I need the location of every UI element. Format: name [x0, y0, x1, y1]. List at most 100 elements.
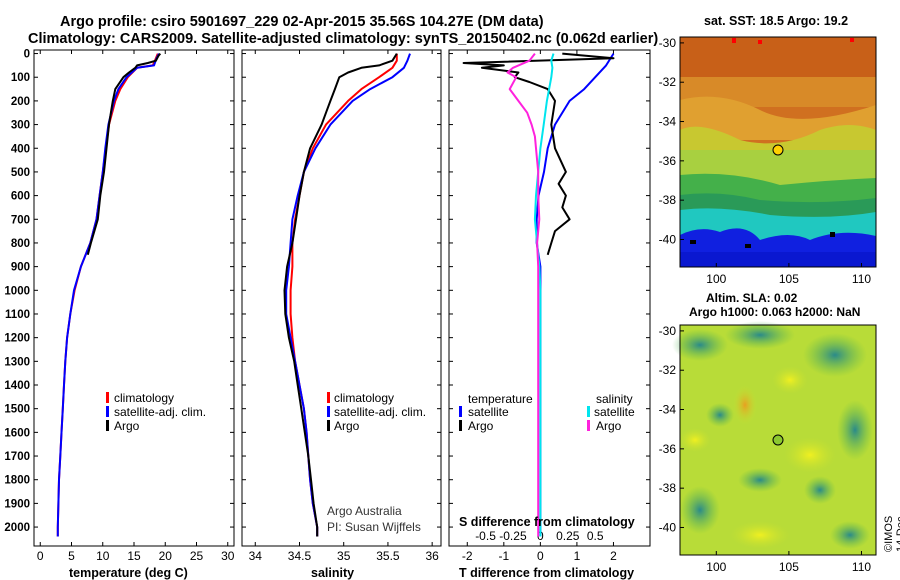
tdiff-line-argo — [462, 52, 615, 256]
sla-map-title-1: Altim. SLA: 0.02 — [706, 291, 798, 305]
sla-lon-tick-label: 100 — [706, 560, 726, 574]
legend-label-climatology: climatology — [334, 391, 394, 405]
legend-label-climatology: climatology — [114, 391, 174, 405]
salinity-legend: climatology satellite-adj. clim. Argo — [327, 391, 426, 433]
sla-lat-tick-label: -36 — [659, 442, 677, 456]
tdiff-line-satellite — [535, 53, 615, 537]
depth-tick-label: 1100 — [5, 309, 30, 321]
sst-lon-tick-label: 100 — [706, 272, 726, 286]
sla-lon-tick-label: 105 — [779, 560, 799, 574]
depth-tick-label: 1000 — [4, 285, 30, 297]
temperature-line-argo — [86, 52, 162, 256]
sst-map-title: sat. SST: 18.5 Argo: 19.2 — [704, 14, 848, 28]
temperature-tick-label: 20 — [159, 549, 173, 563]
depth-tick-label: 1900 — [4, 498, 30, 510]
salinity-line-satellite-adj-clim- — [285, 53, 411, 537]
salinity-tick-label: 35.5 — [376, 549, 400, 563]
difference-panel-frame — [448, 49, 651, 547]
depth-tick-label: 400 — [11, 143, 30, 155]
temperature-tick-label: 30 — [221, 549, 235, 563]
legend-heading-temperature: temperature — [468, 392, 533, 406]
sla-float-marker — [772, 434, 784, 446]
sdiff-tick-label: 0.25 — [556, 529, 580, 543]
salinity-panel-frame — [241, 49, 442, 547]
depth-tick-label: 200 — [11, 96, 30, 108]
salinity-line-argo — [283, 53, 398, 537]
depth-tick-label: 900 — [11, 262, 30, 274]
legend-swatch-sal-argo — [587, 420, 590, 431]
depth-tick-label: 1700 — [4, 451, 30, 463]
sla-lat-tick-label: -34 — [659, 403, 677, 417]
temperature-tick-label: 15 — [127, 549, 141, 563]
sla-lat-tick-label: -32 — [659, 363, 677, 377]
sst-lat-tick-label: -32 — [659, 75, 677, 89]
legend-swatch-temp-argo — [459, 420, 462, 431]
sst-lon-tick-label: 105 — [779, 272, 799, 286]
salinity-tick-label: 35 — [337, 549, 351, 563]
salinity-difference-xlabel: S difference from climatology — [459, 515, 635, 529]
temperature-tick-label: 25 — [190, 549, 204, 563]
sst-map-frame — [679, 36, 877, 268]
legend-swatch-climatology — [327, 392, 330, 403]
legend-label-satellite: satellite-adj. clim. — [334, 405, 426, 419]
temperature-tick-label: 5 — [68, 549, 75, 563]
depth-tick-label: 800 — [11, 238, 30, 250]
temperature-tick-label: 10 — [96, 549, 110, 563]
salinity-tick-label: 34 — [249, 549, 263, 563]
tdiff-tick-label: -1 — [498, 549, 509, 563]
sst-lat-tick-label: -36 — [659, 154, 677, 168]
sla-map-title-2: Argo h1000: 0.063 h2000: NaN — [689, 305, 860, 319]
sst-lat-tick-label: -34 — [659, 115, 677, 129]
title-line-1: Argo profile: csiro 5901697_229 02-Apr-2… — [60, 14, 544, 30]
legend-label-argo: Argo — [334, 419, 360, 433]
depth-tick-label: 2000 — [4, 522, 30, 534]
sst-float-marker — [772, 144, 784, 156]
legend-swatch-climatology — [106, 392, 109, 403]
sst-lon-tick-label: 110 — [852, 272, 871, 286]
sdiff-tick-label: -0.5 — [475, 529, 496, 543]
temperature-panel-frame — [33, 49, 235, 547]
temperature-xlabel: temperature (deg C) — [69, 566, 188, 580]
depth-tick-label: 300 — [11, 120, 30, 132]
depth-tick-label: 1600 — [4, 427, 30, 439]
tdiff-tick-label: 1 — [574, 549, 581, 563]
legend-label-satellite: satellite-adj. clim. — [114, 405, 206, 419]
depth-tick-label: 1400 — [4, 380, 30, 392]
legend-label-argo: Argo — [114, 419, 140, 433]
depth-tick-label: 600 — [11, 191, 30, 203]
sst-lat-tick-label: -30 — [659, 36, 677, 50]
depth-tick-label: 1200 — [4, 333, 30, 345]
legend-label-sal-satellite: satellite — [594, 405, 635, 419]
imos-stamp: ©IMOS 14-Dec-2018 04:25:26 — [883, 512, 900, 552]
sst-lat-tick-label: -40 — [659, 232, 677, 246]
legend-heading-salinity: salinity — [596, 392, 633, 406]
sst-map — [680, 37, 876, 267]
temperature-legend: climatology satellite-adj. clim. Argo — [106, 391, 206, 433]
sdiff-line-argo — [506, 52, 541, 537]
legend-swatch-argo — [327, 420, 330, 431]
legend-swatch-satellite — [106, 406, 109, 417]
tdiff-tick-label: -2 — [462, 549, 473, 563]
sla-lat-tick-label: -30 — [659, 324, 677, 338]
depth-tick-label: 0 — [24, 49, 30, 61]
sla-map-frame — [679, 324, 877, 556]
credit-line-2: PI: Susan Wijffels — [327, 520, 421, 534]
depth-tick-label: 500 — [11, 167, 30, 179]
temperature-tick-label: 0 — [37, 549, 44, 563]
tdiff-tick-label: 2 — [610, 549, 617, 563]
sla-lon-tick-label: 110 — [852, 560, 871, 574]
legend-label-temp-satellite: satellite — [468, 405, 509, 419]
credit-line-1: Argo Australia — [327, 504, 402, 518]
legend-swatch-temp-satellite — [459, 406, 462, 417]
sdiff-tick-label: 0.5 — [587, 529, 604, 543]
difference-xlabel: T difference from climatology — [459, 566, 634, 580]
depth-tick-label: 1500 — [4, 404, 30, 416]
sla-map — [672, 321, 876, 555]
sla-lat-tick-label: -38 — [659, 481, 677, 495]
sdiff-tick-label: -0.25 — [499, 529, 527, 543]
salinity-xlabel: salinity — [311, 566, 354, 580]
salinity-tick-label: 34.5 — [288, 549, 312, 563]
depth-tick-label: 1300 — [4, 356, 30, 368]
depth-tick-label: 100 — [11, 72, 30, 84]
